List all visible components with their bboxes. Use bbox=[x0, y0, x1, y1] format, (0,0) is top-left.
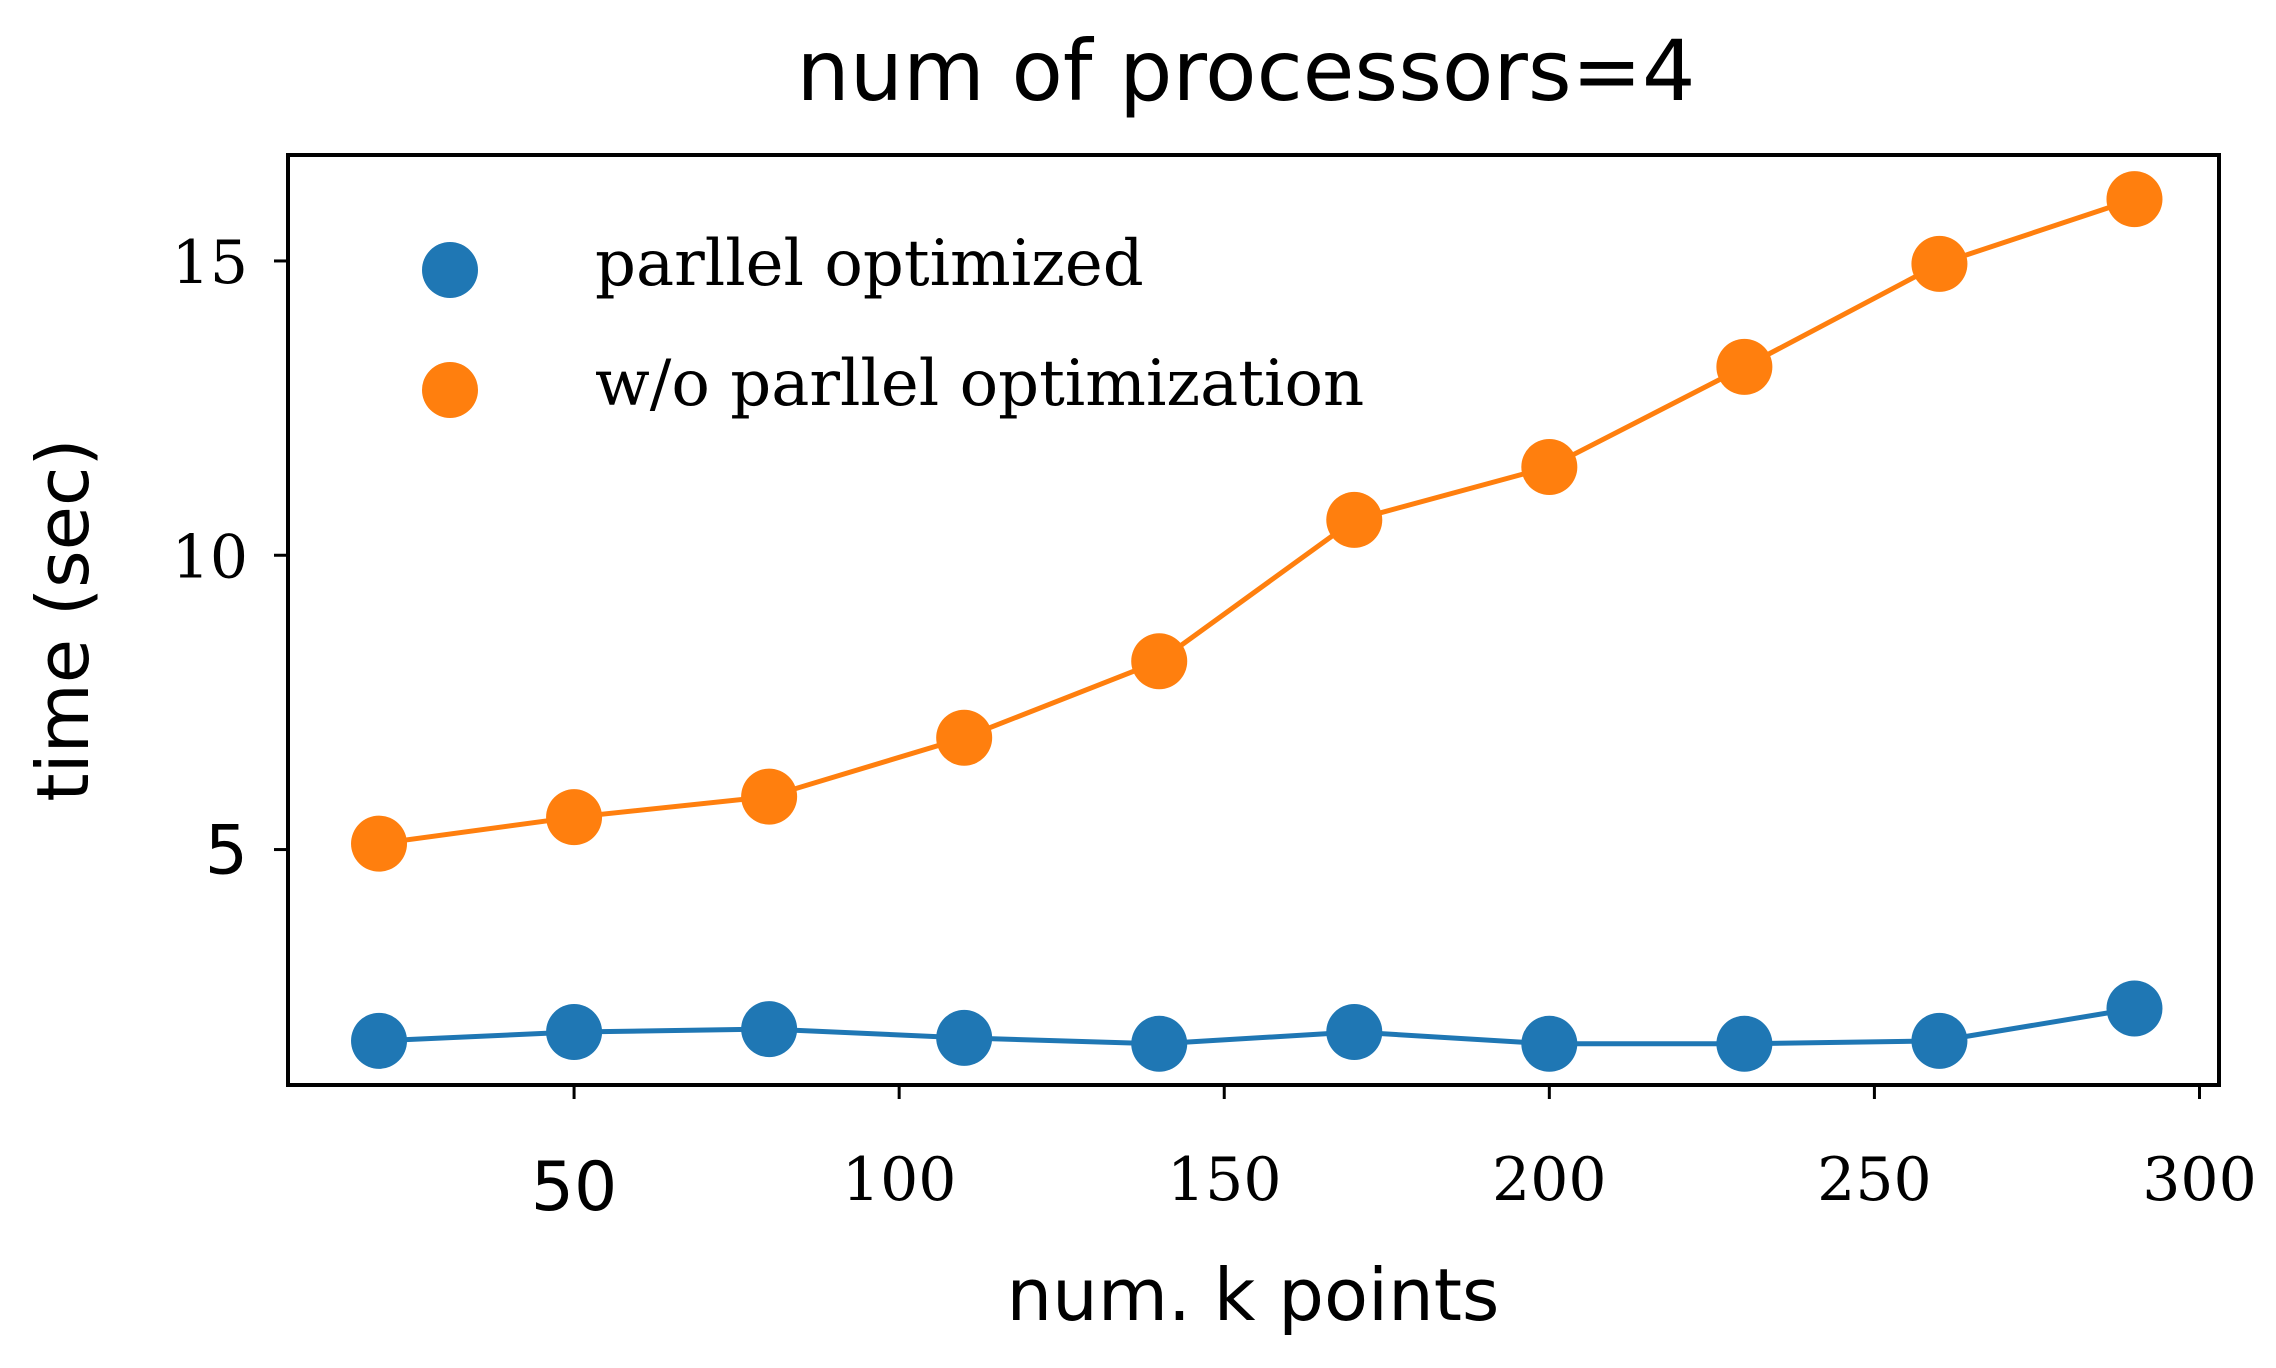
data-point-parllel-optimized bbox=[1716, 1015, 1773, 1072]
series-line-wo-parllel-optimization bbox=[378, 196, 2136, 847]
data-point-parllel-optimized bbox=[546, 1004, 603, 1061]
data-point-parllel-optimized bbox=[2106, 980, 2163, 1037]
plot-area bbox=[286, 153, 2221, 1087]
data-point-wo-parllel-optimization bbox=[1716, 338, 1773, 395]
legend: parllel optimized w/o parllel optimizati… bbox=[422, 227, 1364, 421]
data-point-parllel-optimized bbox=[351, 1012, 408, 1069]
data-point-wo-parllel-optimization bbox=[1521, 438, 1578, 495]
y-axis-label: time (sec) bbox=[21, 438, 105, 801]
data-point-wo-parllel-optimization bbox=[936, 709, 993, 766]
data-point-wo-parllel-optimization bbox=[741, 768, 798, 825]
series-layer bbox=[351, 171, 2163, 1072]
x-axis-ticks: 50 100 150 200 250 300 bbox=[531, 1085, 2257, 1227]
y-tick-label: 10 bbox=[172, 522, 248, 592]
data-point-parllel-optimized bbox=[936, 1009, 993, 1066]
y-axis-ticks: 5 10 15 bbox=[172, 228, 288, 891]
y-tick-label: 15 bbox=[172, 228, 248, 298]
chart-title: num of processors=4 bbox=[797, 22, 1696, 120]
data-point-parllel-optimized bbox=[1131, 1015, 1188, 1072]
data-point-parllel-optimized bbox=[1326, 1004, 1383, 1061]
data-point-parllel-optimized bbox=[741, 1001, 798, 1058]
x-tick-label: 300 bbox=[2142, 1145, 2257, 1215]
series-line-parllel-optimized bbox=[378, 1006, 2135, 1047]
legend-label-wo-parllel-optimization: w/o parllel optimization bbox=[595, 347, 1364, 421]
data-point-wo-parllel-optimization bbox=[1326, 491, 1383, 548]
y-tick-label: 5 bbox=[205, 812, 248, 891]
data-point-parllel-optimized bbox=[1521, 1015, 1578, 1072]
data-point-parllel-optimized bbox=[1911, 1012, 1968, 1069]
x-tick-label: 200 bbox=[1492, 1145, 1607, 1215]
x-tick-label: 150 bbox=[1167, 1145, 1282, 1215]
legend-label-parllel-optimized: parllel optimized bbox=[595, 227, 1144, 301]
x-tick-label: 250 bbox=[1817, 1145, 1932, 1215]
legend-marker-parllel-optimized bbox=[422, 242, 478, 298]
data-point-wo-parllel-optimization bbox=[2106, 171, 2163, 228]
legend-marker-wo-parllel-optimization bbox=[422, 362, 478, 418]
data-point-wo-parllel-optimization bbox=[546, 789, 603, 846]
data-point-wo-parllel-optimization bbox=[1911, 235, 1968, 292]
data-point-wo-parllel-optimization bbox=[351, 815, 408, 872]
x-tick-label: 50 bbox=[531, 1148, 618, 1227]
data-point-wo-parllel-optimization bbox=[1131, 633, 1188, 690]
x-axis-label: num. k points bbox=[1007, 1253, 1500, 1337]
x-tick-label: 100 bbox=[842, 1145, 957, 1215]
